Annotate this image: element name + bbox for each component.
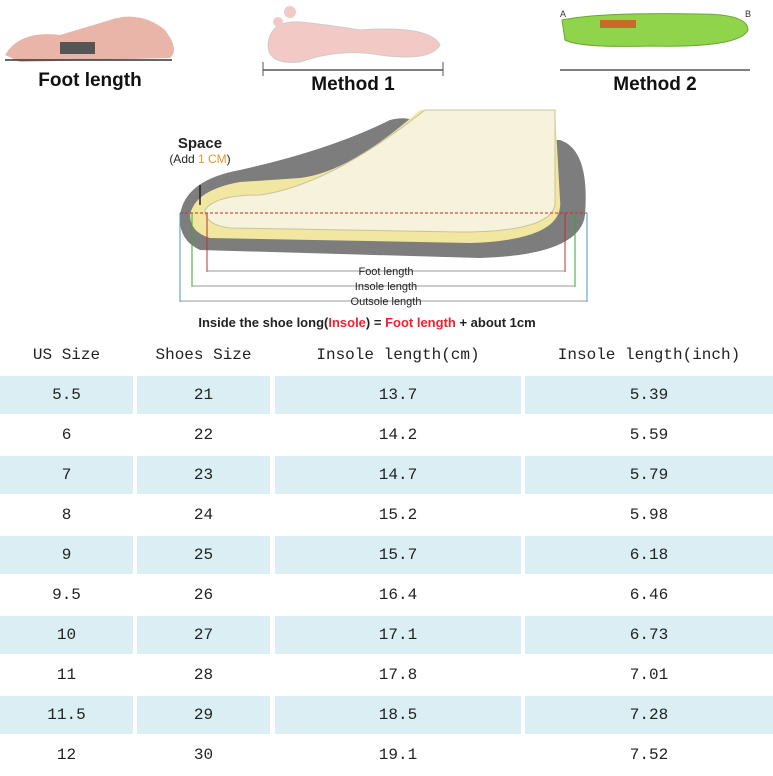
table-cell: 29 — [137, 696, 270, 734]
header-cell: Shoes Size — [155, 346, 252, 364]
panel-label: Foot length — [38, 70, 141, 91]
note-part: ) — [227, 152, 231, 166]
space-note: (Add 1 CM) — [169, 152, 230, 166]
table-cell: 12 — [0, 736, 133, 774]
table-cell: 28 — [137, 656, 270, 694]
caption-part: ) = — [366, 315, 385, 330]
footprint — [267, 21, 441, 63]
table-cell: 23 — [137, 456, 270, 494]
table-cell: 16.4 — [275, 576, 521, 614]
insole-tag — [600, 20, 636, 28]
caption-part: Inside the shoe long( — [198, 315, 329, 330]
tape — [60, 42, 95, 54]
caption-part: + about 1cm — [456, 315, 536, 330]
header-cell: Insole length(inch) — [557, 346, 741, 364]
foot — [204, 109, 556, 233]
table-cell: 9 — [0, 536, 133, 574]
table-cell: 14.2 — [275, 416, 521, 454]
measure-label: Foot length — [358, 266, 413, 278]
table-cell: 6.46 — [525, 576, 773, 614]
table-cell: 11.5 — [0, 696, 133, 734]
table-cell: 13.7 — [275, 376, 521, 414]
toe — [273, 17, 283, 27]
table-cell: 19.1 — [275, 736, 521, 774]
table-cell: 15.7 — [275, 536, 521, 574]
table-cell: 6.73 — [525, 616, 773, 654]
table-cell: 11 — [0, 656, 133, 694]
table-cell: 5.79 — [525, 456, 773, 494]
space-label: Space — [178, 135, 222, 152]
table-cell: 14.7 — [275, 456, 521, 494]
toe — [284, 6, 296, 18]
table-cell: 30 — [137, 736, 270, 774]
foot-side — [5, 16, 174, 63]
table-cell: 9.5 — [0, 576, 133, 614]
header-cell: US Size — [32, 346, 101, 364]
table-cell: 26 — [137, 576, 270, 614]
point-label: A — [560, 9, 566, 19]
table-cell: 5.39 — [525, 376, 773, 414]
table-cell: 25 — [137, 536, 270, 574]
note-part: 1 CM — [198, 152, 227, 166]
caption-part: Insole — [328, 315, 366, 330]
point-label: B — [745, 9, 751, 19]
table-cell: 15.2 — [275, 496, 521, 534]
table-cell: 6 — [0, 416, 133, 454]
table-cell: 6.18 — [525, 536, 773, 574]
caption: Inside the shoe long(Insole) = Foot leng… — [198, 315, 535, 330]
table-cell: 5.59 — [525, 416, 773, 454]
table-cell: 5.98 — [525, 496, 773, 534]
table-cell: 18.5 — [275, 696, 521, 734]
table-cell: 7 — [0, 456, 133, 494]
panel-label: Method 1 — [311, 74, 395, 95]
table-cell: 7.52 — [525, 736, 773, 774]
measure-label: Insole length — [355, 281, 417, 293]
header-cell: Insole length(cm) — [316, 346, 480, 364]
insole — [561, 13, 749, 47]
table-cell: 21 — [137, 376, 270, 414]
table-cell: 22 — [137, 416, 270, 454]
note-part: (Add — [169, 152, 198, 166]
table-cell: 7.01 — [525, 656, 773, 694]
table-cell: 27 — [137, 616, 270, 654]
table-cell: 24 — [137, 496, 270, 534]
panel-label: Method 2 — [613, 74, 696, 95]
caption-part: Foot length — [385, 315, 456, 330]
table-cell: 7.28 — [525, 696, 773, 734]
table-cell: 8 — [0, 496, 133, 534]
table-cell: 10 — [0, 616, 133, 654]
table-cell: 17.8 — [275, 656, 521, 694]
measure-label: Outsole length — [351, 296, 422, 308]
illustration: Foot length Method 1 A B Method 2 Space … — [5, 6, 751, 330]
table-cell: 17.1 — [275, 616, 521, 654]
table-cell: 5.5 — [0, 376, 133, 414]
